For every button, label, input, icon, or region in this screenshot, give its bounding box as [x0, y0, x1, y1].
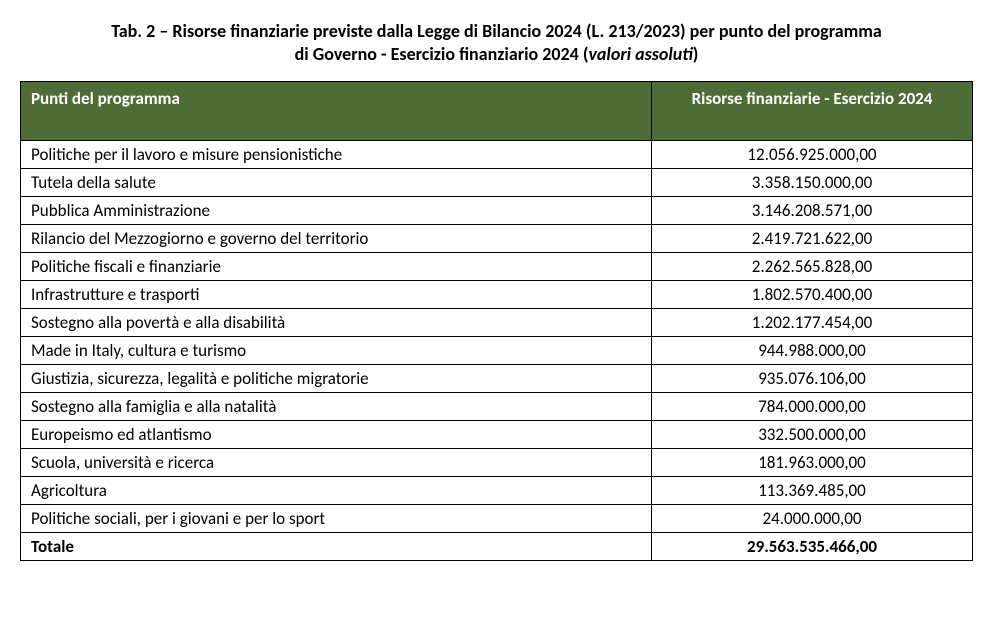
caption-line2-suffix: ) [693, 43, 699, 65]
row-value: 1.802.570.400,00 [652, 280, 973, 308]
table-row: Agricoltura 113.369.485,00 [21, 476, 973, 504]
total-value: 29.563.535.466,00 [652, 532, 973, 560]
document-container: Tab. 2 – Risorse finanziarie previste da… [20, 20, 973, 561]
table-row: Pubblica Amministrazione 3.146.208.571,0… [21, 196, 973, 224]
row-value: 113.369.485,00 [652, 476, 973, 504]
row-label: Rilancio del Mezzogiorno e governo del t… [21, 224, 652, 252]
table-row: Scuola, università e ricerca 181.963.000… [21, 448, 973, 476]
row-label: Agricoltura [21, 476, 652, 504]
table-header-row: Punti del programma Risorse finanziarie … [21, 81, 973, 140]
row-label: Scuola, università e ricerca [21, 448, 652, 476]
row-value: 2.262.565.828,00 [652, 252, 973, 280]
row-value: 784.000.000,00 [652, 392, 973, 420]
row-label: Infrastrutture e trasporti [21, 280, 652, 308]
row-value: 1.202.177.454,00 [652, 308, 973, 336]
row-label: Made in Italy, cultura e turismo [21, 336, 652, 364]
row-label: Tutela della salute [21, 168, 652, 196]
table-row: Politiche per il lavoro e misure pension… [21, 140, 973, 168]
table-row: Tutela della salute 3.358.150.000,00 [21, 168, 973, 196]
table-row: Sostegno alla famiglia e alla natalità 7… [21, 392, 973, 420]
row-label: Europeismo ed atlantismo [21, 420, 652, 448]
row-value: 181.963.000,00 [652, 448, 973, 476]
row-label: Politiche per il lavoro e misure pension… [21, 140, 652, 168]
table-caption: Tab. 2 – Risorse finanziarie previste da… [20, 20, 973, 67]
table-row: Infrastrutture e trasporti 1.802.570.400… [21, 280, 973, 308]
row-value: 944.988.000,00 [652, 336, 973, 364]
table-row: Europeismo ed atlantismo 332.500.000,00 [21, 420, 973, 448]
table-row: Politiche sociali, per i giovani e per l… [21, 504, 973, 532]
row-label: Sostegno alla famiglia e alla natalità [21, 392, 652, 420]
table-total-row: Totale 29.563.535.466,00 [21, 532, 973, 560]
row-value: 3.146.208.571,00 [652, 196, 973, 224]
row-value: 332.500.000,00 [652, 420, 973, 448]
table-row: Giustizia, sicurezza, legalità e politic… [21, 364, 973, 392]
caption-line1: Tab. 2 – Risorse finanziarie previste da… [111, 20, 882, 42]
table-row: Sostegno alla povertà e alla disabilità … [21, 308, 973, 336]
row-value: 2.419.721.622,00 [652, 224, 973, 252]
row-label: Pubblica Amministrazione [21, 196, 652, 224]
table-row: Politiche fiscali e finanziarie 2.262.56… [21, 252, 973, 280]
table-body: Politiche per il lavoro e misure pension… [21, 140, 973, 560]
table-row: Made in Italy, cultura e turismo 944.988… [21, 336, 973, 364]
row-label: Sostegno alla povertà e alla disabilità [21, 308, 652, 336]
row-label: Politiche fiscali e finanziarie [21, 252, 652, 280]
budget-table: Punti del programma Risorse finanziarie … [20, 81, 973, 561]
row-label: Politiche sociali, per i giovani e per l… [21, 504, 652, 532]
table-row: Rilancio del Mezzogiorno e governo del t… [21, 224, 973, 252]
row-value: 12.056.925.000,00 [652, 140, 973, 168]
row-value: 935.076.106,00 [652, 364, 973, 392]
row-value: 24.000.000,00 [652, 504, 973, 532]
row-label: Giustizia, sicurezza, legalità e politic… [21, 364, 652, 392]
total-label: Totale [21, 532, 652, 560]
row-value: 3.358.150.000,00 [652, 168, 973, 196]
caption-line2-prefix: di Governo - Esercizio finanziario 2024 … [295, 43, 589, 65]
header-program-points: Punti del programma [21, 81, 652, 140]
caption-line2-italic: valori assoluti [588, 43, 692, 65]
header-financial-resources: Risorse finanziarie - Esercizio 2024 [652, 81, 973, 140]
